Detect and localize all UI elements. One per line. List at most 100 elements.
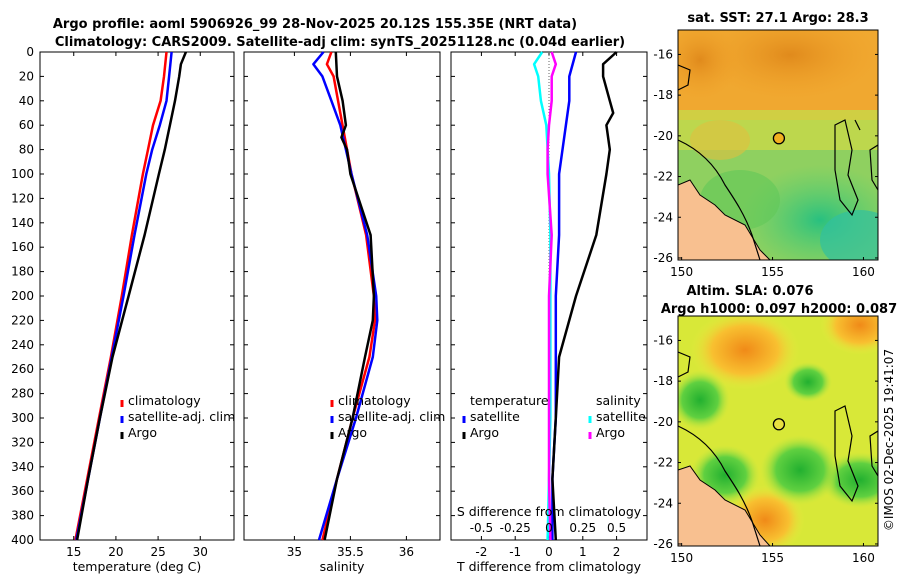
sla-map-field — [678, 316, 878, 546]
salinity-panel: 35 35.5 36 salinity climatology satellite-… — [243, 51, 445, 574]
legend-title-salinity: salinity — [596, 393, 641, 408]
legend-label-satellite: satellite-adj. clim — [338, 409, 445, 424]
series-line-s-argo — [546, 51, 558, 541]
sla-map-title-line2: Argo h1000: 0.097 h2000: 0.087 — [661, 302, 897, 317]
temperature-panel: 0 20 40 60 80 100 120 140 160 180 200 220 240 260 280 3… — [11, 45, 235, 574]
y-tick-label: 260 — [11, 362, 34, 376]
difference-legend: temperature satellite Argo salinity sate… — [462, 393, 646, 440]
map-x-tick-label: 150 — [670, 265, 693, 279]
map-y-tick-label: -18 — [653, 374, 673, 388]
salinity-difference-tick-label: 0.25 — [569, 521, 596, 535]
map-y-tick-label: -26 — [653, 537, 673, 551]
y-tick-label: 60 — [19, 118, 34, 132]
salinity-difference-tick-label: 0.5 — [607, 521, 626, 535]
x-tick-label: 36 — [399, 545, 414, 559]
sla-map-x-ticks: 150 155 160 — [670, 543, 875, 565]
temperature-axes — [39, 51, 235, 541]
sst-map-x-ticks: 150 155 160 — [670, 257, 875, 279]
temperature-x-ticks: 15 20 25 30 — [66, 52, 208, 559]
sla-map-y-ticks: -16 -18 -20 -22 -24 -26 — [653, 333, 878, 551]
y-tick-label: 280 — [11, 387, 34, 401]
legend-label-t-argo: Argo — [470, 425, 499, 440]
sst-argo-marker — [772, 132, 786, 145]
y-tick-label: 140 — [11, 216, 34, 230]
sla-argo-marker — [772, 418, 786, 431]
map-y-tick-label: -26 — [653, 251, 673, 265]
salinity-x-ticks: 35 35.5 36 — [287, 52, 414, 559]
y-tick-label: 180 — [11, 265, 34, 279]
x-tick-label: -2 — [475, 545, 487, 559]
series-line-argo — [75, 51, 188, 541]
salinity-difference-tick-label: -0.25 — [500, 521, 531, 535]
temperature-series — [74, 51, 188, 541]
temperature-y-ticks: 0 20 40 60 80 100 120 140 160 180 200 220 240 260 280 3… — [11, 45, 234, 547]
map-y-tick-label: -18 — [653, 88, 673, 102]
difference-series — [532, 51, 618, 541]
x-tick-label: 15 — [66, 545, 81, 559]
difference-panel: -2 -1 0 1 2 T difference from climatology S … — [450, 51, 648, 574]
y-tick-label: 360 — [11, 484, 34, 498]
y-tick-label: 0 — [26, 45, 34, 59]
series-line-satellite-adj-clim — [312, 51, 379, 541]
y-tick-label: 120 — [11, 191, 34, 205]
map-y-tick-label: -20 — [653, 415, 673, 429]
map-y-tick-label: -22 — [653, 170, 673, 184]
y-tick-label: 240 — [11, 338, 34, 352]
salinity-y-ticks — [244, 51, 440, 541]
x-tick-label: 20 — [108, 545, 123, 559]
imos-credit: ©IMOS 02-Dec-2025 19:41:07 — [882, 349, 896, 531]
legend-title-temperature: temperature — [470, 393, 549, 408]
legend-label-s-argo: Argo — [596, 425, 625, 440]
difference-x-ticks: -2 -1 0 1 2 — [475, 52, 620, 559]
map-y-tick-label: -22 — [653, 456, 673, 470]
legend-label-argo: Argo — [128, 425, 157, 440]
sla-map: Altim. SLA: 0.076 Argo h1000: 0.097 h200… — [653, 284, 897, 565]
difference-xlabel: T difference from climatology — [456, 559, 642, 574]
y-tick-label: 200 — [11, 289, 34, 303]
difference-y-ticks — [451, 51, 647, 541]
legend-label-satellite: satellite-adj. clim — [128, 409, 235, 424]
map-y-tick-label: -16 — [653, 47, 673, 61]
x-tick-label: 2 — [613, 545, 621, 559]
temperature-xlabel: temperature (deg C) — [73, 559, 202, 574]
legend-label-climatology: climatology — [128, 393, 201, 408]
x-tick-label: 25 — [150, 545, 165, 559]
sst-map-field — [678, 30, 878, 260]
legend-label-s-satellite: satellite — [596, 409, 646, 424]
x-tick-label: 30 — [193, 545, 208, 559]
x-tick-label: 0 — [545, 545, 553, 559]
sst-map-y-ticks: -16 -18 -20 -22 -24 -26 — [653, 47, 878, 265]
x-tick-label: 35 — [287, 545, 302, 559]
salinity-difference-tick-label: -0.5 — [470, 521, 493, 535]
legend-label-t-satellite: satellite — [470, 409, 520, 424]
salinity-series — [312, 51, 379, 541]
sst-map-frame — [677, 29, 879, 261]
series-line-argo — [323, 51, 376, 541]
map-x-tick-label: 160 — [852, 551, 875, 565]
salinity-difference-ticks: -0.5 -0.25 0 0.25 0.5 — [470, 521, 626, 535]
map-x-tick-label: 155 — [761, 551, 784, 565]
figure-title-line2: Climatology: CARS2009. Satellite-adj cli… — [55, 35, 625, 50]
temperature-legend: climatology satellite-adj. clim Argo — [120, 393, 235, 440]
legend-label-argo: Argo — [338, 425, 367, 440]
salinity-difference-label: S difference from climatology — [457, 504, 642, 519]
y-tick-label: 40 — [19, 94, 34, 108]
y-tick-label: 100 — [11, 167, 34, 181]
y-tick-label: 320 — [11, 435, 34, 449]
y-tick-label: 400 — [11, 533, 34, 547]
map-x-tick-label: 155 — [761, 265, 784, 279]
y-tick-label: 300 — [11, 411, 34, 425]
map-x-tick-label: 160 — [852, 265, 875, 279]
y-tick-label: 160 — [11, 240, 34, 254]
y-tick-label: 20 — [19, 69, 34, 83]
map-y-tick-label: -20 — [653, 129, 673, 143]
x-tick-label: 1 — [579, 545, 587, 559]
salinity-legend: climatology satellite-adj. clim Argo — [330, 393, 445, 440]
series-line-t-argo — [551, 51, 618, 541]
map-x-tick-label: 150 — [670, 551, 693, 565]
salinity-xlabel: salinity — [320, 559, 365, 574]
map-y-tick-label: -16 — [653, 333, 673, 347]
salinity-difference-tick-label: 0 — [545, 521, 553, 535]
sst-map: sat. SST: 27.1 Argo: 28.3 -16 -18 -20 -22 -2… — [653, 11, 879, 279]
